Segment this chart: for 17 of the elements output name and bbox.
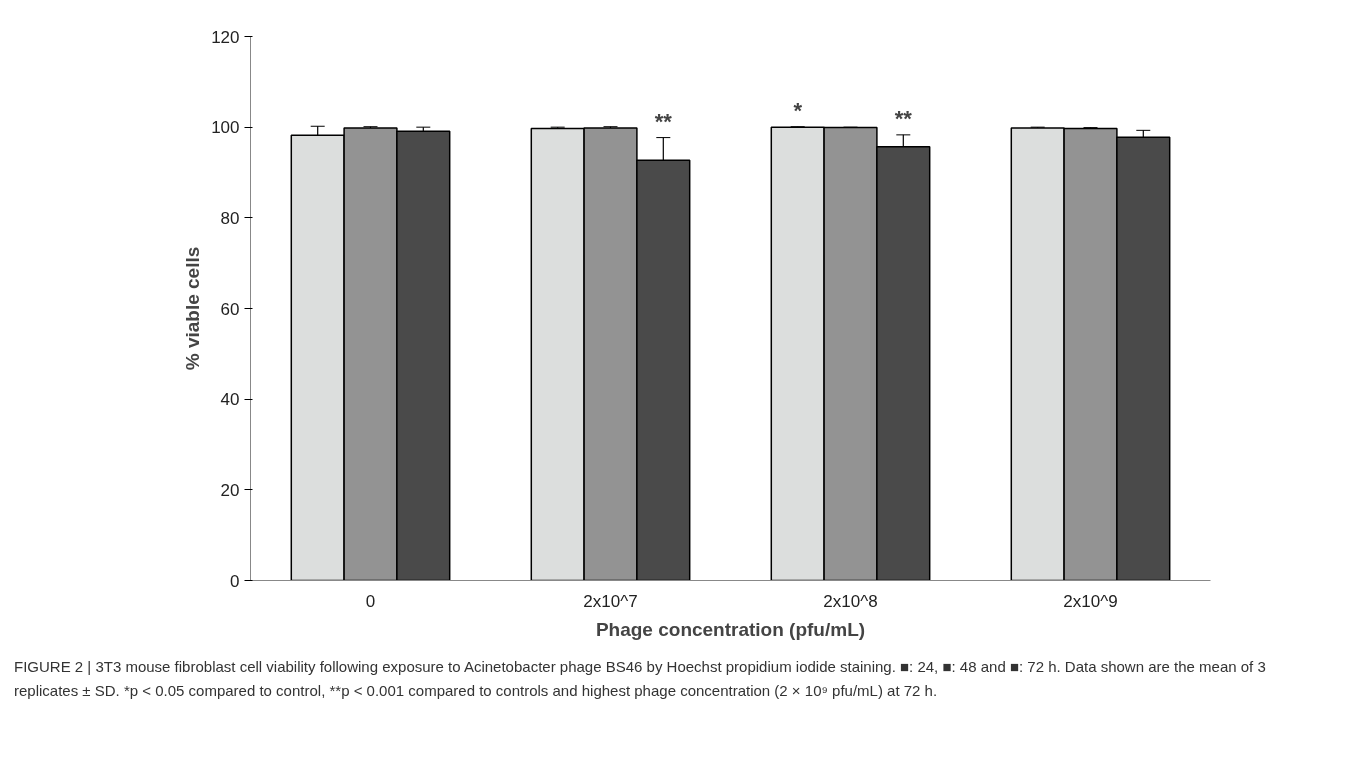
- y-axis-title: % viable cells: [182, 246, 204, 371]
- y-tick-label: 40: [220, 390, 240, 410]
- annotation: *: [793, 97, 803, 123]
- annotation: **: [894, 105, 913, 131]
- y-tick-label: 120: [211, 27, 240, 47]
- annotation: **: [654, 108, 673, 134]
- x-axis-title: Phage concentration (pfu/mL): [595, 618, 866, 640]
- y-tick-label: 60: [220, 299, 240, 319]
- y-tick-label: 0: [230, 571, 240, 591]
- y-tick-label: 80: [220, 208, 240, 228]
- caption: FIGURE 2 | 3T3 mouse fibroblast cell viability following exposure to Acinetobacter phage BS46 by Hoechst propidium iodide staining. ■: 24, ■: 48 and ■: 72 h. Data shown are the mean of 3 replicates ± SD. *p < 0.05 compared to control, **p < 0.001 compared to controls and highest phage concentration (2 × 10⁹ pfu/mL) at 72 h.: [14, 657, 1267, 701]
- y-tick-label: 100: [211, 118, 240, 138]
- x-tick-label: 2x10^8: [823, 591, 878, 611]
- x-tick-label: 2x10^7: [583, 591, 638, 611]
- x-tick-label: 0: [365, 591, 376, 611]
- x-tick-label: 2x10^9: [1063, 591, 1118, 611]
- y-tick-label: 20: [220, 480, 240, 500]
